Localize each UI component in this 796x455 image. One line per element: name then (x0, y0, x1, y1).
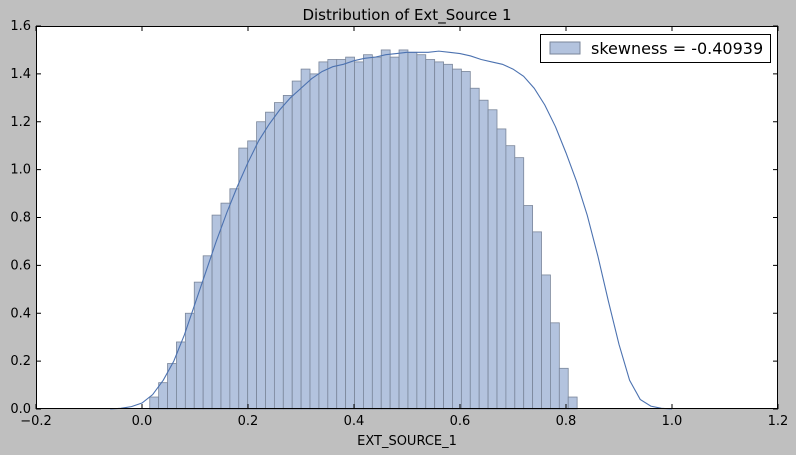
histogram-bar (282, 95, 293, 410)
y-tick-label: 1.6 (10, 19, 31, 34)
histogram-bar (558, 367, 569, 410)
y-tick-label: 1.4 (10, 67, 31, 82)
histogram-bar (478, 99, 489, 410)
histogram-bar (300, 68, 311, 410)
histogram-bar (149, 396, 160, 410)
histogram-bar (469, 87, 480, 410)
legend: skewness = -0.40939 (540, 34, 771, 63)
histogram-bar (371, 56, 382, 410)
histogram-bar (318, 61, 329, 410)
y-tick-label: 0.6 (10, 258, 31, 273)
histogram-bar (389, 56, 400, 410)
y-tick-label: 0.8 (10, 211, 31, 226)
histogram-bar (452, 68, 462, 410)
histogram-bar (416, 54, 427, 410)
histogram-bar (354, 61, 364, 410)
x-tick-label: 1.0 (662, 414, 683, 429)
kde-line (110, 50, 673, 410)
histogram-bar (265, 111, 275, 410)
histogram-bar (238, 147, 249, 410)
histogram-bar (523, 205, 534, 410)
histogram-bar (460, 71, 471, 410)
histogram-bar (505, 145, 516, 410)
histogram-bar (256, 121, 266, 410)
histogram-bar (247, 140, 257, 410)
histogram-bar (532, 231, 542, 410)
histogram-bar (487, 109, 498, 410)
histogram-bar (407, 51, 418, 410)
plot-frame (36, 26, 778, 409)
y-tick-label: 0.4 (10, 306, 31, 321)
y-tick-label: 1.2 (10, 115, 31, 130)
x-tick-label: 0.2 (238, 414, 259, 429)
histogram-bar (425, 59, 436, 410)
histogram-bar (380, 49, 391, 410)
histogram-bar (229, 188, 240, 410)
legend-label: skewness = -0.40939 (591, 39, 763, 58)
histogram-bar (567, 396, 578, 410)
histogram-bar (398, 49, 409, 410)
x-tick-label: 0.4 (344, 414, 365, 429)
histogram-bar (541, 274, 551, 410)
histogram-bar (273, 102, 284, 410)
x-tick-label: 0.8 (556, 414, 577, 429)
histogram-bar (496, 128, 507, 410)
axis-ticks: −0.2 0.0 0.2 0.4 0.6 0.8 1.0 1.20.00.20.40.60.8… (10, 19, 788, 429)
histogram-bar (220, 202, 231, 410)
x-tick-label: 0.0 (132, 414, 153, 429)
x-tick-label: 0.6 (450, 414, 471, 429)
legend-swatch (549, 41, 581, 55)
histogram-bar (345, 56, 355, 410)
x-axis-label: EXT_SOURCE_1 (357, 434, 457, 449)
histogram-bar (309, 73, 320, 410)
histogram-bar (550, 322, 560, 410)
histogram-bar (514, 157, 525, 410)
histogram-bar (336, 59, 347, 410)
histogram-bar (291, 80, 302, 410)
histogram-bar (363, 54, 373, 410)
chart-title: Distribution of Ext_Source 1 (302, 6, 511, 25)
histogram-bar (211, 214, 222, 410)
y-tick-label: 0.0 (10, 402, 31, 417)
histogram-bar (202, 255, 213, 410)
x-tick-label: 1.2 (768, 414, 789, 429)
histogram-bar (434, 61, 444, 410)
x-tick-label: −0.2 (20, 414, 52, 429)
histogram-bar (443, 63, 453, 410)
histogram-bar (158, 382, 168, 410)
histogram-bar (327, 59, 338, 410)
y-tick-label: 1.0 (10, 163, 31, 178)
y-tick-label: 0.2 (10, 354, 31, 369)
